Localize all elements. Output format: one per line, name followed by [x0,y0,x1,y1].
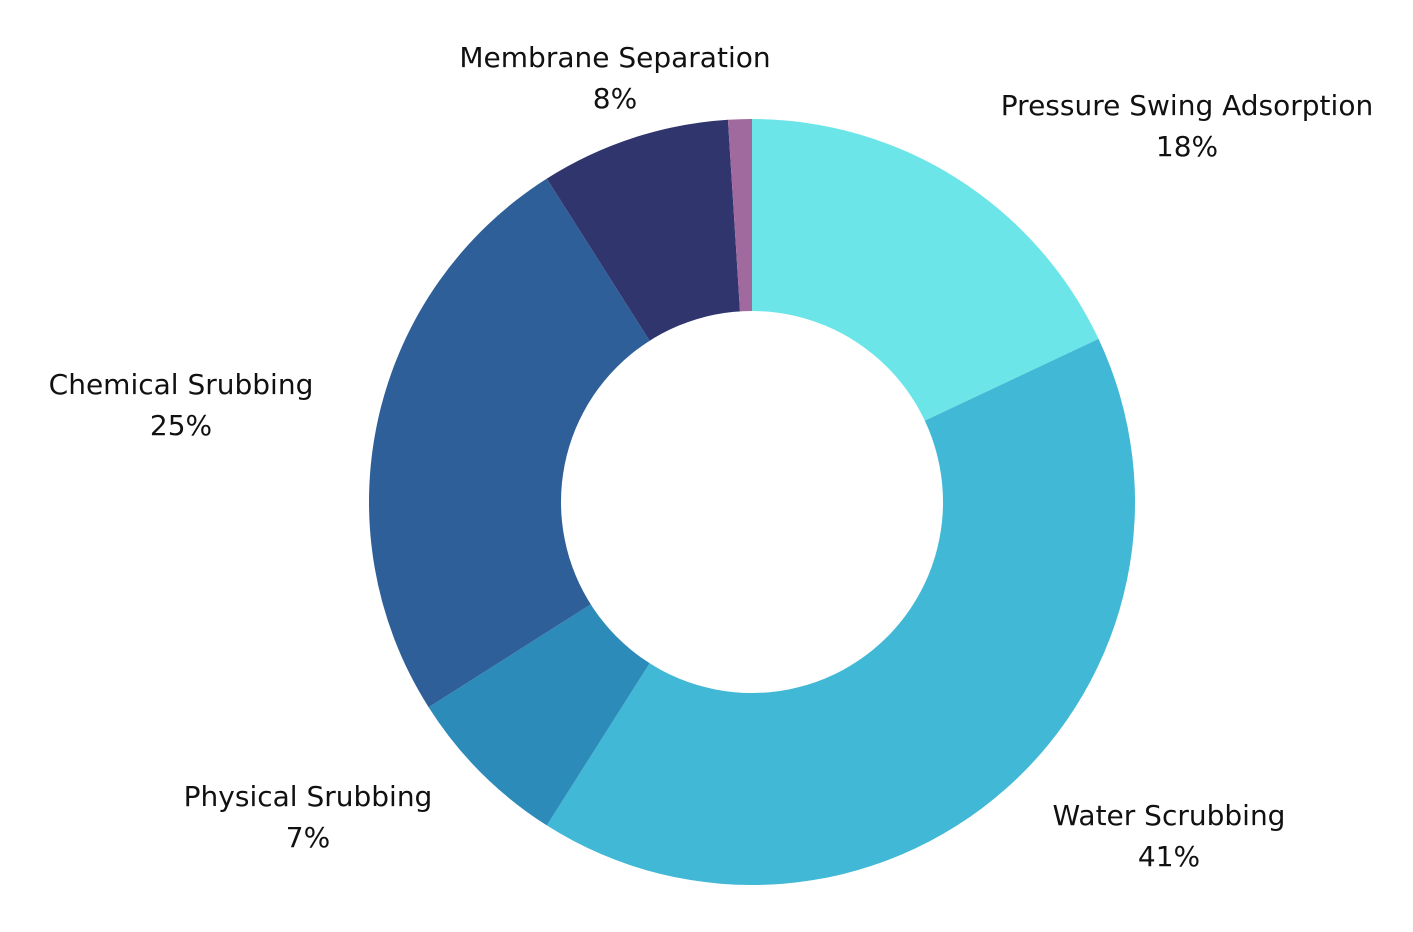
donut-hole [561,311,943,693]
slice-value-physical-srubbing: 7% [286,821,330,854]
slice-value-pressure-swing-adsorption: 18% [1156,130,1218,163]
slice-chemical-srubbing [368,178,752,708]
slice-value-membrane-separation: 8% [593,82,637,115]
labels-layer: Pressure Swing Adsorption 18% Water Scrubb… [49,41,1374,873]
slice-label-water-scrubbing: Water Scrubbing [1053,799,1286,832]
slice-label-pressure-swing-adsorption: Pressure Swing Adsorption [1001,89,1373,122]
slice-label-physical-srubbing: Physical Srubbing [184,780,433,813]
slice-label-chemical-srubbing: Chemical Srubbing [49,368,314,401]
slice-value-chemical-srubbing: 25% [150,409,212,442]
slice-value-water-scrubbing: 41% [1138,840,1200,873]
slice-label-membrane-separation: Membrane Separation [459,41,770,74]
